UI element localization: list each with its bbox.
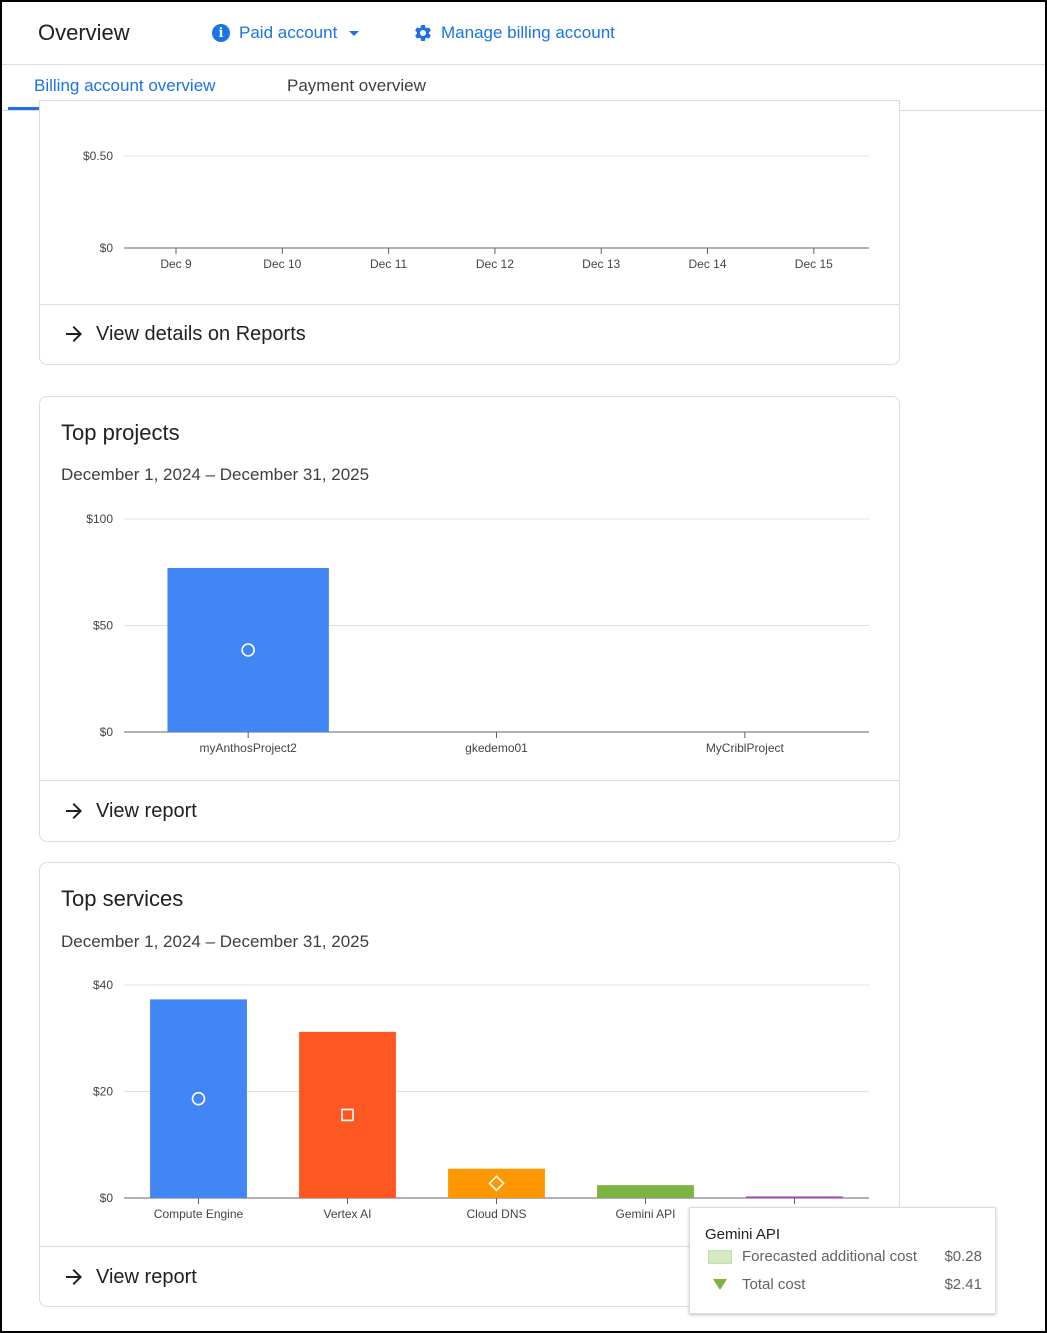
card-divider <box>40 1246 899 1247</box>
top-projects-title: Top projects <box>61 420 180 445</box>
paid-account-dropdown[interactable]: i Paid account <box>212 23 360 43</box>
view-details-reports-link[interactable]: View details on Reports <box>62 322 306 346</box>
bar-marker-circle <box>241 643 255 657</box>
tooltip-row-forecast: Forecasted additional cost $0.28 <box>708 1248 982 1265</box>
paid-account-label: Paid account <box>239 23 338 42</box>
x-tick-label: Dec 15 <box>795 257 833 271</box>
bar-gemini-api <box>597 1185 694 1198</box>
view-details-label: View details on Reports <box>96 322 306 345</box>
top-projects-card: Top projects December 1, 2024 – December… <box>39 396 900 842</box>
x-tick-label: Dec 10 <box>263 257 301 271</box>
arrow-right-icon <box>62 799 86 823</box>
y-tick-label: $20 <box>93 1085 113 1099</box>
tab-payment-overview[interactable]: Payment overview <box>287 76 426 95</box>
bar-marker-circle <box>191 1091 206 1106</box>
x-tick-label: Dec 11 <box>370 257 407 271</box>
caret-down-icon <box>349 30 360 36</box>
tooltip-value: $2.41 <box>944 1276 982 1293</box>
top-services-date-range: December 1, 2024 – December 31, 2025 <box>61 932 370 951</box>
cost-trend-card: $0.50 $0 Dec 9 Dec 10 Dec 11 Dec 12 Dec 13 Dec … <box>39 100 900 365</box>
view-report-projects-link[interactable]: View report <box>62 799 197 823</box>
arrow-right-icon <box>62 1265 86 1289</box>
arrow-right-icon <box>62 322 86 346</box>
x-tick-label: Vertex AI <box>323 1207 371 1221</box>
manage-billing-label: Manage billing account <box>441 23 615 42</box>
card-divider <box>40 780 899 781</box>
x-tick-label: myAnthosProject2 <box>199 741 297 755</box>
bar-marker-square <box>341 1108 354 1122</box>
y-tick-label: $0 <box>100 1191 114 1205</box>
top-services-title: Top services <box>61 886 184 911</box>
chart-tooltip: Gemini API Forecasted additional cost $0… <box>689 1207 996 1314</box>
tooltip-row-total: Total cost $2.41 <box>708 1276 982 1293</box>
top-bar: Overview i Paid account Manage billing a… <box>2 2 1045 65</box>
tooltip-title: Gemini API <box>705 1226 781 1243</box>
top-services-chart: $40 $20 $0 Compute Engine Vertex AI Cloud DNS… <box>93 978 869 1221</box>
top-projects-chart: $100 $50 $0 myAnthosProject2 gkedemo01 MyCrib… <box>86 512 869 755</box>
y-tick-label: $0 <box>100 725 114 739</box>
x-tick-label: Dec 12 <box>476 257 514 271</box>
x-tick-label: MyCriblProject <box>706 741 785 755</box>
x-tick-label: Gemini API <box>615 1207 675 1221</box>
tooltip-label: Forecasted additional cost <box>742 1248 918 1265</box>
view-report-services-link[interactable]: View report <box>62 1265 197 1289</box>
tooltip-value: $0.28 <box>944 1248 982 1265</box>
top-projects-date-range: December 1, 2024 – December 31, 2025 <box>61 465 370 484</box>
forecast-swatch <box>708 1249 732 1264</box>
x-tick-label: Cloud DNS <box>466 1207 526 1221</box>
bar-cloud-dns <box>448 1168 545 1198</box>
x-tick-label: Compute Engine <box>154 1207 244 1221</box>
gear-icon <box>413 23 433 43</box>
info-icon: i <box>212 24 230 42</box>
bar-vertex-ai <box>299 1031 396 1198</box>
view-report-label: View report <box>96 1265 197 1288</box>
x-tick-label: Dec 14 <box>688 257 726 271</box>
tooltip-label: Total cost <box>742 1276 806 1293</box>
y-tick-label: $50 <box>93 619 113 633</box>
x-tick-label: Dec 13 <box>582 257 620 271</box>
y-tick-label: $0.50 <box>83 149 113 163</box>
bar-myanthosproject2 <box>167 567 329 732</box>
card-divider <box>40 304 899 305</box>
bar-cloud-memorystore <box>746 1196 843 1198</box>
manage-billing-button[interactable]: Manage billing account <box>413 23 615 43</box>
bar-marker-diamond <box>488 1175 505 1192</box>
x-tick-label: gkedemo01 <box>465 741 528 755</box>
page-title: Overview <box>38 20 130 45</box>
x-tick-label: Dec 9 <box>160 257 192 271</box>
y-tick-label: $0 <box>100 241 114 255</box>
triangle-down-icon <box>713 1279 727 1290</box>
y-tick-label: $40 <box>93 978 113 992</box>
y-tick-label: $100 <box>86 512 113 526</box>
bar-compute-engine <box>150 999 247 1198</box>
view-report-label: View report <box>96 799 197 822</box>
cost-trend-chart: $0.50 $0 Dec 9 Dec 10 Dec 11 Dec 12 Dec 13 Dec … <box>83 149 869 271</box>
